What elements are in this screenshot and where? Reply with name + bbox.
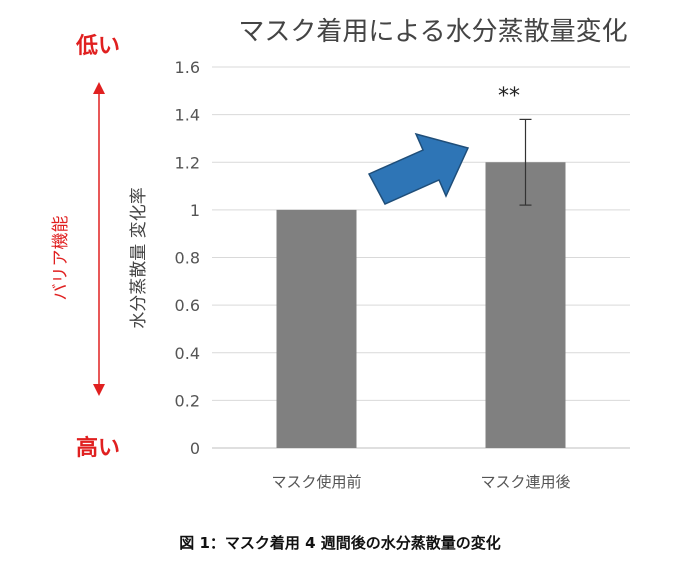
y-tick-label: 1 [190, 201, 200, 220]
bar [485, 162, 566, 448]
y-tick-label: 1.2 [175, 153, 200, 172]
x-category-labels: マスク使用前 マスク連用後 [271, 473, 570, 491]
y-tick-label: 0.6 [175, 296, 200, 315]
y-tick-labels: 0 0.2 0.4 0.6 0.8 1 1.2 1.4 1.6 [175, 58, 200, 458]
bars [276, 162, 566, 448]
increase-arrow-icon [367, 132, 470, 205]
chart: 0 0.2 0.4 0.6 0.8 1 1.2 1.4 1.6 マスク使用前 マスク連用後 マスク… [51, 17, 630, 491]
barrier-label: バリア機能 [51, 216, 71, 301]
barrier-arrow-icon [93, 82, 105, 396]
chart-title: マスク着用による水分蒸散量変化 [238, 17, 627, 47]
y-tick-label: 0.4 [175, 344, 200, 363]
x-category-label: マスク使用前 [271, 473, 361, 491]
y-tick-label: 1.6 [175, 58, 200, 77]
bar [276, 209, 357, 448]
y-tick-label: 0 [190, 439, 200, 458]
significance-marker: ** [498, 84, 520, 109]
figure-caption: 図 1：マスク着用 4 週間後の水分蒸散量の変化 [179, 534, 501, 552]
x-category-label: マスク連用後 [480, 473, 570, 491]
y-tick-label: 1.4 [175, 106, 200, 125]
y-tick-label: 0.8 [175, 249, 200, 268]
y-axis-label: 水分蒸散量 変化率 [129, 187, 149, 328]
high-label: 高い [76, 435, 120, 461]
y-tick-label: 0.2 [175, 391, 200, 410]
grid-lines [212, 66, 630, 449]
error-bars [519, 118, 532, 206]
low-label: 低い [75, 34, 120, 59]
